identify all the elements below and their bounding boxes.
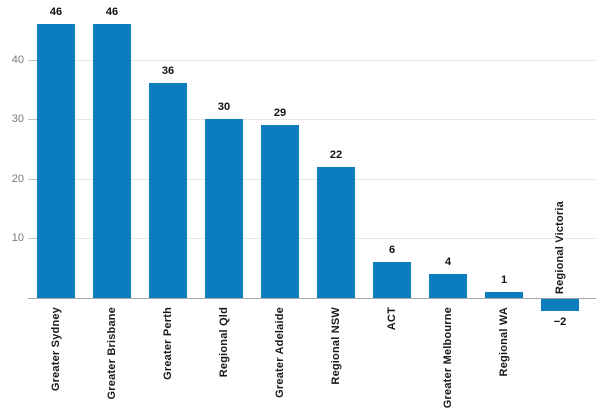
bars-layer: 46 Greater Sydney 46 Greater Brisbane 36 Grea… bbox=[28, 0, 588, 408]
bar bbox=[373, 262, 411, 298]
y-tick-label: 20 bbox=[11, 172, 24, 185]
bar-slot: 1 Regional WA bbox=[476, 0, 532, 376]
y-tick-mark bbox=[28, 59, 37, 61]
bar-value-label: 30 bbox=[217, 101, 231, 114]
bar-value-label: −2 bbox=[553, 315, 567, 328]
category-label: Regional WA bbox=[498, 307, 510, 377]
bar bbox=[149, 83, 187, 298]
bar-value-label: 46 bbox=[49, 5, 63, 18]
y-tick-label: 30 bbox=[11, 113, 24, 126]
bar-value-label: 22 bbox=[329, 148, 343, 161]
y-tick-mark bbox=[28, 119, 37, 121]
bar bbox=[37, 23, 75, 298]
plot-area bbox=[28, 0, 596, 299]
category-label: Greater Sydney bbox=[50, 307, 62, 392]
bar-value-label: 4 bbox=[444, 256, 452, 269]
bar-slot: 36 Greater Perth bbox=[140, 0, 196, 380]
y-gridline bbox=[28, 119, 596, 121]
bar-slot: −2 Regional Victoria bbox=[532, 0, 588, 328]
bar-slot: 46 Greater Sydney bbox=[28, 0, 84, 391]
y-tick-mark bbox=[28, 238, 37, 240]
y-tick-label: 40 bbox=[11, 53, 24, 66]
bar-value-label: 6 bbox=[388, 244, 396, 257]
bar-slot: 29 Greater Adelaide bbox=[252, 0, 308, 398]
category-label: Greater Brisbane bbox=[106, 307, 118, 400]
category-label: Greater Perth bbox=[162, 307, 174, 380]
bar-slot: 46 Greater Brisbane bbox=[84, 0, 140, 399]
bar bbox=[429, 274, 467, 298]
y-gridline bbox=[28, 238, 596, 240]
y-gridline bbox=[28, 59, 596, 61]
bar-value-label: 1 bbox=[500, 274, 508, 287]
bar bbox=[93, 23, 131, 298]
category-label: Greater Adelaide bbox=[274, 307, 286, 398]
bar bbox=[541, 299, 579, 311]
category-label: Regional Qld bbox=[218, 307, 230, 378]
bar-value-label: 29 bbox=[273, 107, 287, 120]
x-axis-line bbox=[28, 298, 596, 299]
bar-slot: 4 Greater Melbourne bbox=[420, 0, 476, 408]
bar-slot: 6 ACT bbox=[364, 0, 420, 330]
bar bbox=[205, 119, 243, 298]
category-label: Regional NSW bbox=[330, 307, 342, 385]
y-tick-mark bbox=[28, 178, 37, 180]
bar-slot: 22 Regional NSW bbox=[308, 0, 364, 385]
bar bbox=[317, 166, 355, 298]
y-gridline bbox=[28, 178, 596, 180]
y-tick-label: 10 bbox=[11, 232, 24, 245]
bar bbox=[485, 292, 523, 298]
bar-value-label: 46 bbox=[105, 5, 119, 18]
bar-slot: 30 Regional Qld bbox=[196, 0, 252, 377]
bar bbox=[261, 125, 299, 298]
category-label: Regional Victoria bbox=[554, 200, 566, 294]
bar-value-label: 36 bbox=[161, 65, 175, 78]
category-label: ACT bbox=[386, 307, 398, 331]
category-label: Greater Melbourne bbox=[442, 307, 454, 409]
